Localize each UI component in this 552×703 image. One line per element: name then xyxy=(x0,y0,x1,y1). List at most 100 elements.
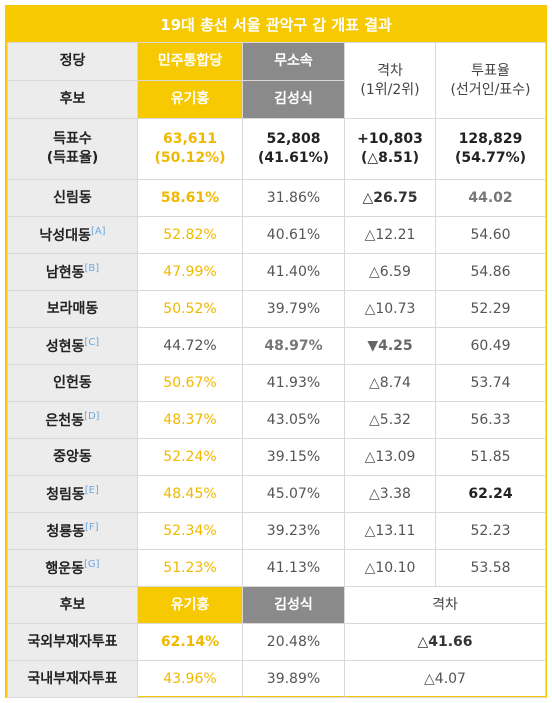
district-candidate-2-share: 41.93% xyxy=(242,364,345,402)
district-turnout: 51.85 xyxy=(435,438,546,476)
district-name: 중앙동 xyxy=(7,438,138,476)
district-candidate-1-share: 52.34% xyxy=(137,512,243,550)
district-candidate-2-share: 48.97% xyxy=(242,327,345,365)
district-candidate-2-share: 41.40% xyxy=(242,253,345,291)
district-turnout: 54.86 xyxy=(435,253,546,291)
footnote-link[interactable]: [C] xyxy=(84,336,100,348)
gap-header: 격차 (1위/2위) xyxy=(344,42,436,119)
absentee-candidate-2-share: 39.89% xyxy=(242,660,345,698)
district-name: 청룡동[F] xyxy=(7,512,138,550)
district-row: 성현동[C] 44.72% 48.97% ▼4.25 60.49 xyxy=(7,327,546,365)
votes-candidate-1: 63,611 (50.12%) xyxy=(137,118,243,180)
absentee-candidate-2: 김성식 xyxy=(242,586,345,624)
district-row: 낙성대동[A] 52.82% 40.61% △12.21 54.60 xyxy=(7,216,546,254)
party-independent: 무소속 xyxy=(242,42,345,81)
absentee-candidate-1-share: 43.96% xyxy=(137,660,243,698)
votes-gap: +10,803 (△8.51) xyxy=(344,118,436,180)
district-name: 낙성대동[A] xyxy=(7,216,138,254)
votes-turnout: 128,829 (54.77%) xyxy=(435,118,546,180)
district-gap: △5.32 xyxy=(344,401,436,439)
district-name-text: 낙성대동 xyxy=(39,227,91,244)
votes-label: 득표수 (득표율) xyxy=(7,118,138,180)
footnote-link[interactable]: [B] xyxy=(84,262,100,274)
district-gap: ▼4.25 xyxy=(344,327,436,365)
footnote-link[interactable]: [F] xyxy=(85,521,99,533)
district-turnout: 53.74 xyxy=(435,364,546,402)
absentee-name: 국외부재자투표 xyxy=(7,623,138,661)
district-gap: △8.74 xyxy=(344,364,436,402)
district-candidate-2-share: 45.07% xyxy=(242,475,345,513)
district-turnout: 54.60 xyxy=(435,216,546,254)
absentee-candidate-1: 유기홍 xyxy=(137,586,243,624)
district-candidate-1-share: 52.82% xyxy=(137,216,243,254)
district-name: 성현동[C] xyxy=(7,327,138,365)
district-candidate-1-share: 51.23% xyxy=(137,549,243,587)
district-name-text: 중앙동 xyxy=(53,448,92,465)
district-turnout: 44.02 xyxy=(435,179,546,217)
district-name-text: 성현동 xyxy=(45,338,85,355)
results-table: 정당 민주통합당 무소속 격차 (1위/2위) 투표율 (선거인/표수) 후보 … xyxy=(7,42,546,698)
district-turnout: 62.24 xyxy=(435,475,546,513)
district-gap: △10.10 xyxy=(344,549,436,587)
absentee-candidate-2-share: 20.48% xyxy=(242,623,345,661)
district-name-text: 청림동 xyxy=(46,486,85,503)
district-name: 보라매동 xyxy=(7,290,138,328)
district-turnout: 52.23 xyxy=(435,512,546,550)
page-title: 19대 총선 서울 관악구 갑 개표 결과 xyxy=(7,7,545,42)
district-candidate-2-share: 39.23% xyxy=(242,512,345,550)
district-row: 청림동[E] 48.45% 45.07% △3.38 62.24 xyxy=(7,475,546,513)
district-candidate-1-share: 50.67% xyxy=(137,364,243,402)
district-row: 은천동[D] 48.37% 43.05% △5.32 56.33 xyxy=(7,401,546,439)
party-label: 정당 xyxy=(7,42,138,81)
candidate-1: 유기홍 xyxy=(137,80,243,119)
footnote-link[interactable]: [G] xyxy=(84,558,100,570)
district-gap: △13.11 xyxy=(344,512,436,550)
district-candidate-1-share: 50.52% xyxy=(137,290,243,328)
absentee-gap-header: 격차 xyxy=(344,586,546,624)
party-democratic: 민주통합당 xyxy=(137,42,243,81)
district-candidate-2-share: 40.61% xyxy=(242,216,345,254)
district-name: 은천동[D] xyxy=(7,401,138,439)
district-gap: △26.75 xyxy=(344,179,436,217)
candidate-2: 김성식 xyxy=(242,80,345,119)
district-name-text: 보라매동 xyxy=(46,300,99,317)
district-name-text: 남현동 xyxy=(45,264,85,281)
district-name: 신림동 xyxy=(7,179,138,217)
district-name: 남현동[B] xyxy=(7,253,138,291)
district-gap: △10.73 xyxy=(344,290,436,328)
votes-candidate-2: 52,808 (41.61%) xyxy=(242,118,345,180)
absentee-row: 국내부재자투표 43.96% 39.89% △4.07 xyxy=(7,660,546,698)
district-row: 청룡동[F] 52.34% 39.23% △13.11 52.23 xyxy=(7,512,546,550)
absentee-gap: △41.66 xyxy=(344,623,546,661)
district-name: 청림동[E] xyxy=(7,475,138,513)
district-row: 인헌동 50.67% 41.93% △8.74 53.74 xyxy=(7,364,546,402)
district-name: 행운동[G] xyxy=(7,549,138,587)
candidate-label: 후보 xyxy=(7,80,138,119)
district-row: 신림동 58.61% 31.86% △26.75 44.02 xyxy=(7,179,546,217)
district-row: 보라매동 50.52% 39.79% △10.73 52.29 xyxy=(7,290,546,328)
footnote-link[interactable]: [A] xyxy=(90,225,106,237)
district-candidate-2-share: 39.15% xyxy=(242,438,345,476)
district-gap: △13.09 xyxy=(344,438,436,476)
party-row: 정당 민주통합당 무소속 격차 (1위/2위) 투표율 (선거인/표수) xyxy=(7,42,546,119)
results-panel: 19대 총선 서울 관악구 갑 개표 결과 정당 민주통합당 무소속 격차 (1… xyxy=(5,5,547,698)
district-candidate-1-share: 58.61% xyxy=(137,179,243,217)
district-candidate-2-share: 39.79% xyxy=(242,290,345,328)
district-candidate-1-share: 52.24% xyxy=(137,438,243,476)
district-name-text: 청룡동 xyxy=(46,523,86,540)
turnout-header: 투표율 (선거인/표수) xyxy=(435,42,546,119)
absentee-candidate-1-share: 62.14% xyxy=(137,623,243,661)
footnote-link[interactable]: [E] xyxy=(84,484,99,496)
district-candidate-2-share: 31.86% xyxy=(242,179,345,217)
district-turnout: 52.29 xyxy=(435,290,546,328)
district-candidate-1-share: 48.45% xyxy=(137,475,243,513)
district-name-text: 인헌동 xyxy=(53,374,92,391)
district-candidate-1-share: 47.99% xyxy=(137,253,243,291)
footnote-link[interactable]: [D] xyxy=(84,410,100,422)
district-row: 남현동[B] 47.99% 41.40% △6.59 54.86 xyxy=(7,253,546,291)
absentee-name: 국내부재자투표 xyxy=(7,660,138,698)
absentee-row: 국외부재자투표 62.14% 20.48% △41.66 xyxy=(7,623,546,661)
district-row: 중앙동 52.24% 39.15% △13.09 51.85 xyxy=(7,438,546,476)
district-name: 인헌동 xyxy=(7,364,138,402)
district-candidate-1-share: 44.72% xyxy=(137,327,243,365)
